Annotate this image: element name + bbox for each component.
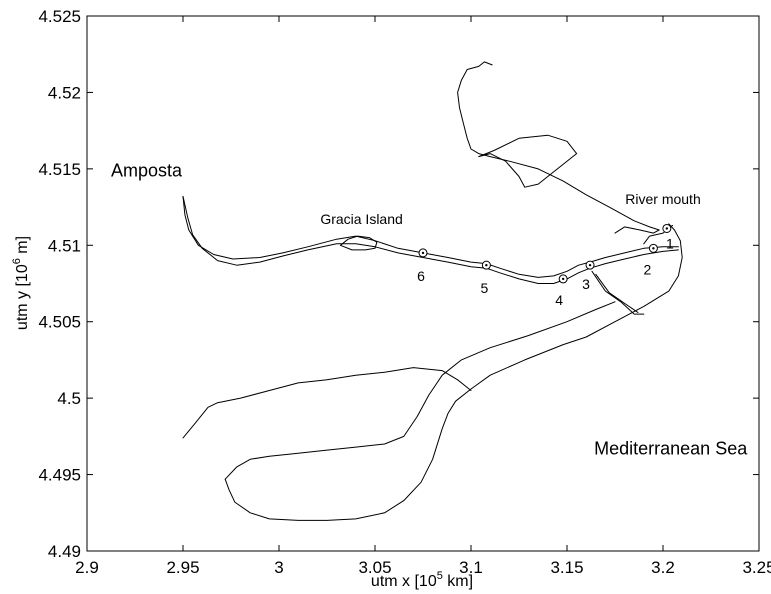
coastline-mouth-channel-a [591,270,645,315]
x-tick-label: 3 [274,558,283,577]
station-1-dot [665,227,669,230]
coastline-north-spit [457,61,660,234]
x-tick-label: 2.9 [75,558,99,577]
y-tick-label: 4.515 [38,160,81,179]
coastline-lagoon-north [478,134,578,188]
coastline-mouth-channel-b [595,273,639,313]
axes-box [86,15,760,552]
y-tick-label: 4.495 [38,466,81,485]
place-label-amposta: Amposta [111,161,183,181]
station-5-label: 5 [480,280,488,296]
y-tick-label: 4.52 [48,83,81,102]
x-tick-label: 3.2 [651,558,675,577]
x-tick-label: 2.95 [166,558,199,577]
station-5-dot [485,263,488,267]
station-4-dot [561,277,565,281]
y-tick-label: 4.525 [38,7,81,26]
stations-layer: 12 3 4 5 6 [417,223,674,308]
station-2-dot [652,247,655,250]
y-tick-label: 4.51 [48,236,81,255]
x-tick-label: 3.05 [358,558,391,577]
y-tick-label: 4.49 [48,542,81,561]
coastline-south-spit [224,301,616,480]
station-6-label: 6 [417,268,425,284]
station-4-label: 4 [555,292,563,308]
station-1-label: 1 [666,235,674,251]
station-3-label: 3 [582,276,590,292]
place-label-gracia-island: Gracia Island [320,211,402,227]
x-axis-label: utm x [105 km] [371,570,473,590]
station-2-label: 2 [644,261,652,277]
place-label-river-mouth: River mouth [625,191,700,207]
places-layer: Amposta Gracia Island River mouth Mediterra… [111,161,748,459]
coastline-gracia-island [339,235,378,251]
coastline-river-north-bank [182,195,679,278]
station-3-dot [588,263,592,267]
y-axis-label: utm y [106 m] [11,236,31,330]
coastline-east-coast [224,223,683,521]
x-tick-label: 3.1 [459,558,483,577]
coastline-south-bay-inner [182,367,472,439]
coastline-layer [182,61,683,521]
y-tick-label: 4.5 [57,389,81,408]
coastline-river-south-bank [182,195,679,284]
x-tick-label: 3.15 [550,558,583,577]
y-tick-label: 4.505 [38,313,81,332]
x-tick-label: 3.25 [742,558,771,577]
place-label-mediterranean-sea: Mediterranean Sea [594,439,748,459]
station-6-dot [421,251,425,255]
ticks-layer: 2.9 2.95 3 3.05 3.1 3.15 3.2 3.25 4.49 4.495 4.5 4.… [38,7,771,577]
